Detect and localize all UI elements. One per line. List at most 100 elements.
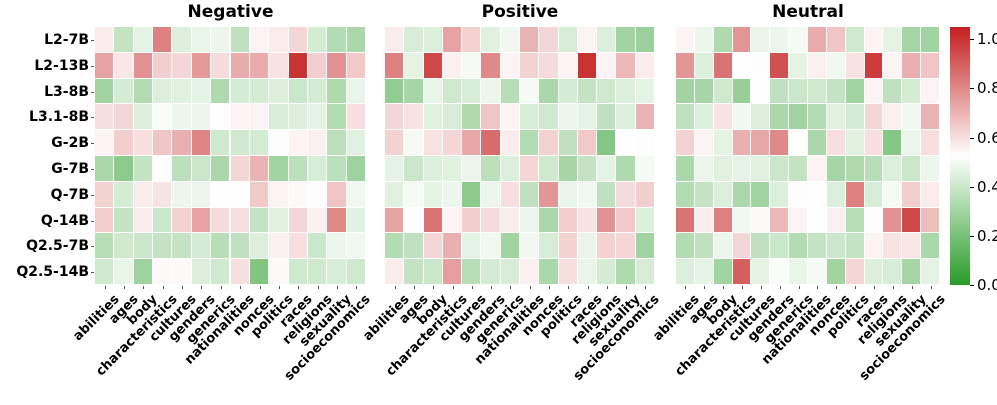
colorbar-tick-label: 0.6 [977, 128, 997, 147]
heatmap-cell [826, 104, 845, 130]
heatmap-cell [133, 130, 153, 155]
heatmap-cell [481, 130, 500, 155]
heatmap-cell [520, 259, 539, 284]
heatmap-cell [539, 233, 558, 259]
heatmap-cell [133, 104, 153, 130]
colorbar-tick-label: 0.2 [977, 226, 997, 245]
heatmap-cell [713, 156, 732, 181]
heatmap-cell [826, 130, 845, 155]
heatmap-cell [404, 156, 423, 181]
x-axis-tick [855, 286, 857, 289]
heatmap-cell [269, 27, 288, 52]
heatmap-cell [153, 259, 172, 284]
heatmap-cell [826, 207, 845, 233]
heatmap-cell [481, 156, 500, 181]
heatmap-cell [864, 207, 883, 233]
heatmap-cell [423, 130, 442, 155]
heatmap-cell [676, 259, 694, 284]
heatmap-cell [385, 78, 404, 104]
heatmap-cell [616, 27, 635, 52]
heatmap-cell [211, 259, 230, 284]
x-axis-tick [606, 286, 608, 289]
heatmap-cell [770, 130, 789, 155]
heatmap-cell [249, 27, 269, 52]
heatmap-cell [789, 27, 807, 52]
heatmap-cell [808, 78, 826, 104]
heatmap-cell [249, 156, 269, 181]
heatmap-cell [826, 52, 845, 78]
heatmap-cell [288, 52, 307, 78]
heatmap-cell [230, 207, 249, 233]
heatmap-cell [713, 233, 732, 259]
heatmap-cell [462, 130, 481, 155]
heatmap-cell [921, 104, 939, 130]
heatmap-cell [616, 130, 635, 155]
heatmap-cell [442, 104, 462, 130]
heatmap-cell [230, 233, 249, 259]
heatmap-cell [230, 27, 249, 52]
heatmap-cell [327, 233, 346, 259]
heatmap-cell [211, 207, 230, 233]
colorbar-tick-label: 0.8 [977, 79, 997, 98]
heatmap-cell [481, 52, 500, 78]
heatmap-cell [327, 181, 346, 207]
x-axis-tick [220, 286, 222, 289]
heatmap-cell [845, 207, 864, 233]
heatmap-cell [500, 104, 519, 130]
x-axis-tick [704, 286, 706, 289]
heatmap-cell [288, 156, 307, 181]
heatmap-cell [288, 207, 307, 233]
heatmap-cell [442, 259, 462, 284]
heatmap-cell [211, 130, 230, 155]
x-axis-tick [742, 286, 743, 289]
heatmap-cell [385, 156, 404, 181]
heatmap-cell [539, 181, 558, 207]
heatmap-cell [577, 259, 597, 284]
heatmap-cell [95, 233, 114, 259]
heatmap-cell [95, 27, 114, 52]
heatmap-cell [346, 156, 365, 181]
heatmap-cell [423, 259, 442, 284]
x-axis-tick [645, 286, 647, 289]
heatmap-cell [423, 233, 442, 259]
heatmap-cell [676, 27, 694, 52]
heatmap-cell [500, 233, 519, 259]
heatmap-cell [732, 207, 751, 233]
heatmap-cell [385, 52, 404, 78]
heatmap-cell [558, 233, 577, 259]
heatmap-cell [423, 104, 442, 130]
heatmap-cell [694, 130, 713, 155]
heatmap-cell [883, 104, 902, 130]
x-axis-tick [143, 286, 145, 289]
heatmap-cell [133, 207, 153, 233]
x-axis-tick [930, 286, 932, 289]
heatmap-cell [95, 52, 114, 78]
x-axis-tick [336, 286, 338, 289]
heatmap-cell [902, 27, 921, 52]
heatmap-cell [269, 259, 288, 284]
heatmap-cell [481, 104, 500, 130]
heatmap-cell [921, 259, 939, 284]
colorbar-tick [970, 235, 974, 237]
heatmap-cell [307, 233, 327, 259]
heatmap-cell [597, 104, 616, 130]
heatmap-cell [346, 181, 365, 207]
heatmap-cell [616, 156, 635, 181]
heatmap-cell [423, 27, 442, 52]
x-axis-tick [529, 286, 531, 289]
heatmap-cell [883, 259, 902, 284]
heatmap-cell [133, 181, 153, 207]
row-label: L3-8B [44, 83, 89, 100]
heatmap-cell [462, 52, 481, 78]
colorbar-tick [970, 39, 974, 41]
heatmap-cell [616, 207, 635, 233]
row-label: Q-7B [50, 186, 89, 203]
heatmap-cell [462, 27, 481, 52]
panel-title-positive: Positive [481, 2, 559, 22]
x-axis-tick [182, 286, 184, 289]
heatmap-cell [230, 259, 249, 284]
heatmap-cell [694, 259, 713, 284]
heatmap-cell [249, 233, 269, 259]
heatmap-cell [921, 78, 939, 104]
heatmap-cell [902, 52, 921, 78]
